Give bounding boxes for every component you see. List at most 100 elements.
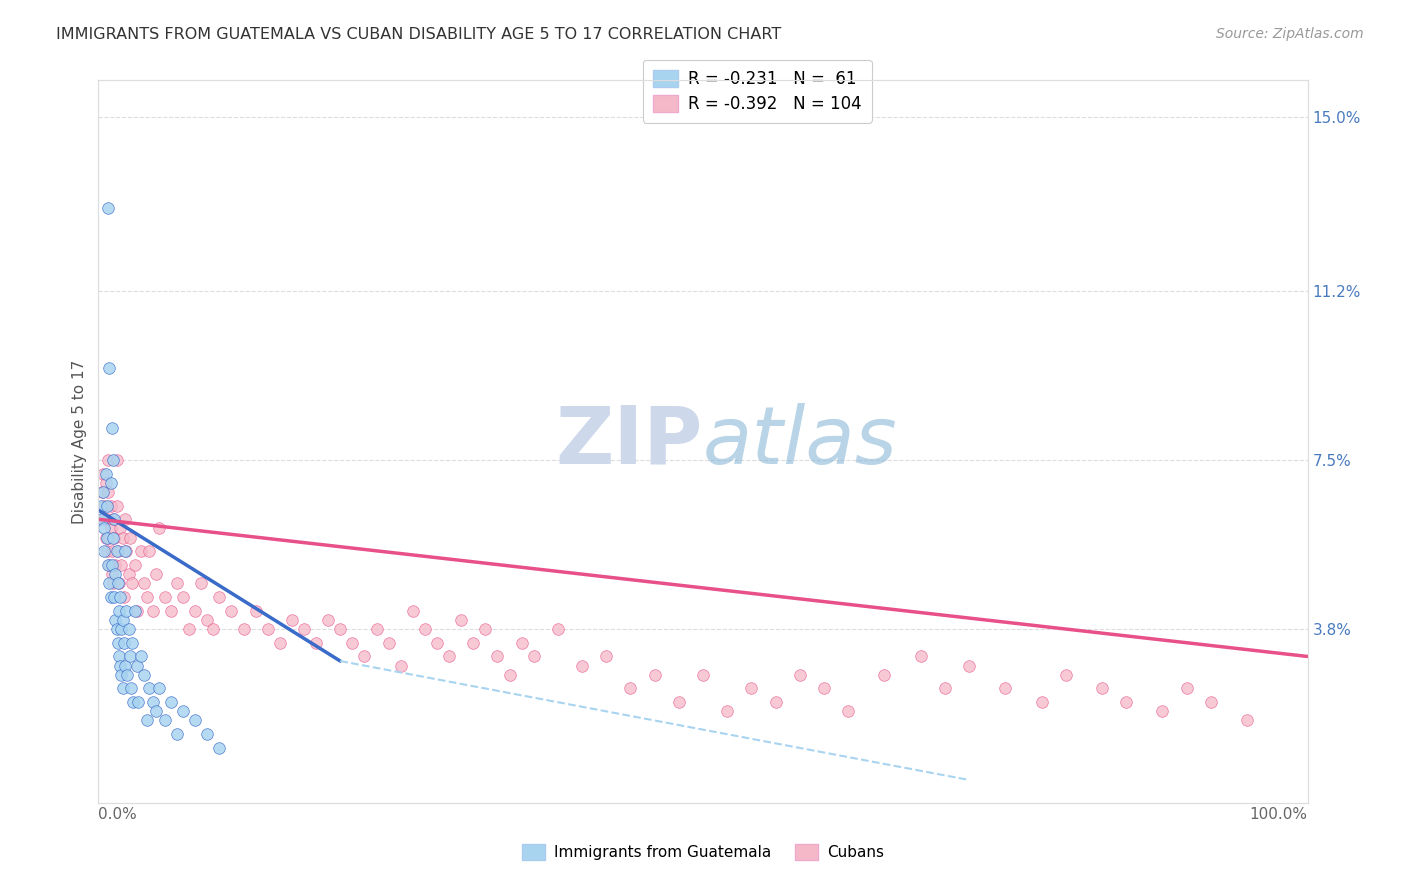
- Point: [129, 544, 152, 558]
- Point: [450, 613, 472, 627]
- Point: [498, 667, 520, 681]
- Point: [172, 704, 194, 718]
- Point: [153, 714, 176, 728]
- Point: [366, 622, 388, 636]
- Point: [107, 576, 129, 591]
- Point: [114, 512, 136, 526]
- Point: [118, 531, 141, 545]
- Point: [510, 636, 533, 650]
- Point: [402, 604, 425, 618]
- Point: [413, 622, 436, 636]
- Y-axis label: Disability Age 5 to 17: Disability Age 5 to 17: [72, 359, 87, 524]
- Point: [135, 590, 157, 604]
- Point: [93, 499, 115, 513]
- Point: [111, 531, 134, 545]
- Point: [101, 531, 124, 545]
- Point: [118, 567, 141, 582]
- Point: [94, 531, 117, 545]
- Point: [90, 499, 112, 513]
- Point: [108, 604, 131, 618]
- Point: [934, 681, 956, 696]
- Point: [245, 604, 267, 618]
- Point: [329, 622, 352, 636]
- Text: 100.0%: 100.0%: [1250, 807, 1308, 822]
- Text: 0.0%: 0.0%: [98, 807, 138, 822]
- Point: [93, 521, 115, 535]
- Point: [107, 544, 129, 558]
- Point: [292, 622, 315, 636]
- Point: [153, 590, 176, 604]
- Point: [118, 649, 141, 664]
- Point: [115, 544, 138, 558]
- Point: [1199, 695, 1222, 709]
- Point: [98, 558, 121, 572]
- Point: [1236, 714, 1258, 728]
- Point: [108, 658, 131, 673]
- Point: [134, 576, 156, 591]
- Point: [1175, 681, 1198, 696]
- Legend: R = -0.231   N =  61, R = -0.392   N = 104: R = -0.231 N = 61, R = -0.392 N = 104: [643, 60, 872, 123]
- Point: [644, 667, 666, 681]
- Point: [118, 622, 141, 636]
- Point: [316, 613, 339, 627]
- Point: [93, 544, 115, 558]
- Point: [172, 590, 194, 604]
- Point: [111, 681, 134, 696]
- Point: [94, 475, 117, 490]
- Point: [104, 567, 127, 582]
- Point: [110, 622, 132, 636]
- Point: [108, 521, 131, 535]
- Text: atlas: atlas: [703, 402, 898, 481]
- Text: Source: ZipAtlas.com: Source: ZipAtlas.com: [1216, 27, 1364, 41]
- Point: [104, 558, 127, 572]
- Point: [96, 531, 118, 545]
- Point: [129, 649, 152, 664]
- Point: [142, 604, 165, 618]
- Point: [127, 658, 149, 673]
- Point: [184, 714, 207, 728]
- Point: [134, 667, 156, 681]
- Point: [103, 512, 125, 526]
- Point: [305, 636, 328, 650]
- Point: [100, 590, 122, 604]
- Point: [547, 622, 569, 636]
- Point: [108, 590, 131, 604]
- Point: [179, 622, 201, 636]
- Point: [269, 636, 291, 650]
- Point: [994, 681, 1017, 696]
- Point: [120, 681, 142, 696]
- Point: [114, 544, 136, 558]
- Point: [486, 649, 509, 664]
- Point: [96, 512, 118, 526]
- Point: [100, 567, 122, 582]
- Point: [765, 695, 787, 709]
- Point: [94, 467, 117, 481]
- Point: [105, 544, 128, 558]
- Point: [107, 636, 129, 650]
- Point: [208, 740, 231, 755]
- Point: [98, 531, 121, 545]
- Point: [100, 499, 122, 513]
- Text: ZIP: ZIP: [555, 402, 703, 481]
- Point: [96, 499, 118, 513]
- Point: [595, 649, 617, 664]
- Point: [103, 531, 125, 545]
- Point: [184, 604, 207, 618]
- Point: [127, 695, 149, 709]
- Point: [571, 658, 593, 673]
- Point: [127, 604, 149, 618]
- Point: [114, 658, 136, 673]
- Point: [195, 613, 218, 627]
- Point: [100, 558, 122, 572]
- Point: [716, 704, 738, 718]
- Point: [100, 521, 122, 535]
- Point: [103, 590, 125, 604]
- Point: [104, 613, 127, 627]
- Point: [105, 453, 128, 467]
- Point: [1054, 667, 1077, 681]
- Point: [110, 667, 132, 681]
- Point: [98, 361, 121, 376]
- Point: [789, 667, 811, 681]
- Point: [1031, 695, 1053, 709]
- Point: [232, 622, 254, 636]
